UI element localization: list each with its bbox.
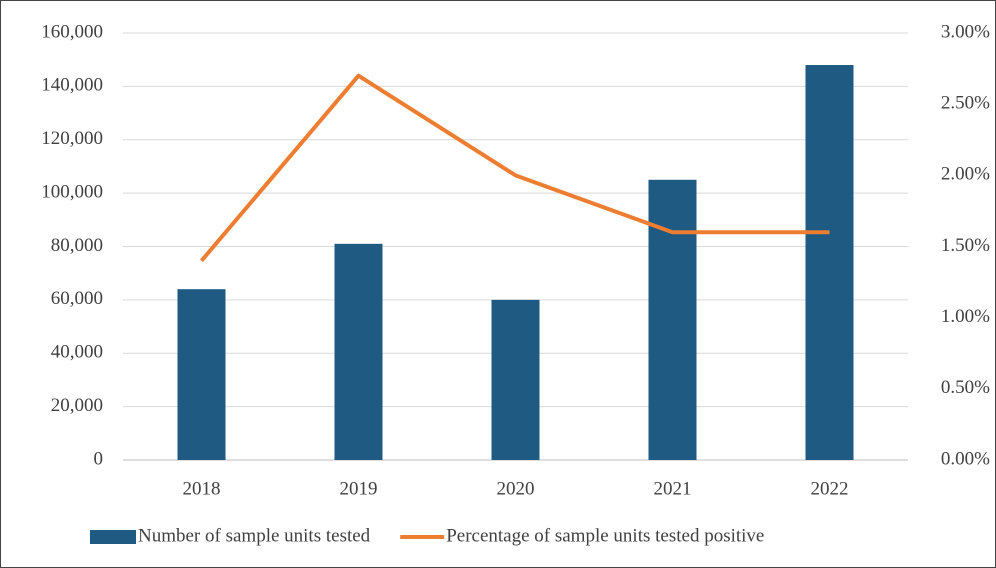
- y-tick-label: 20,000: [51, 395, 103, 416]
- y-tick-label: 100,000: [41, 181, 103, 202]
- y-tick-label: 0: [94, 448, 104, 469]
- line: [199, 73, 830, 263]
- x-tick-label: 2022: [811, 478, 849, 499]
- bar: [177, 289, 226, 460]
- y2-tick-label: 2.50%: [941, 93, 990, 114]
- y-tick-label: 40,000: [51, 342, 103, 363]
- bar: [805, 65, 854, 461]
- x-tick-label: 2020: [497, 478, 535, 499]
- y-tick-label: 160,000: [41, 21, 103, 42]
- legend-label: Percentage of sample units tested positi…: [446, 525, 764, 546]
- y2-tick-label: 0.50%: [941, 377, 990, 398]
- y2-tick-label: 1.50%: [941, 235, 990, 256]
- bar: [648, 179, 697, 460]
- x-tick-label: 2019: [340, 478, 378, 499]
- y2-tick-label: 2.00%: [941, 164, 990, 185]
- bar: [334, 243, 383, 460]
- x-tick-label: 2018: [183, 478, 221, 499]
- y2-tick-label: 3.00%: [941, 21, 990, 42]
- bar: [491, 299, 540, 460]
- legend-swatch: [90, 530, 136, 544]
- y-tick-label: 80,000: [51, 235, 103, 256]
- y-tick-label: 120,000: [41, 128, 103, 149]
- y2-tick-label: 1.00%: [941, 306, 990, 327]
- y-tick-label: 60,000: [51, 288, 103, 309]
- legend-label: Number of sample units tested: [138, 525, 371, 546]
- x-tick-label: 2021: [654, 478, 692, 499]
- y-tick-label: 140,000: [41, 75, 103, 96]
- y2-tick-label: 0.00%: [941, 448, 990, 469]
